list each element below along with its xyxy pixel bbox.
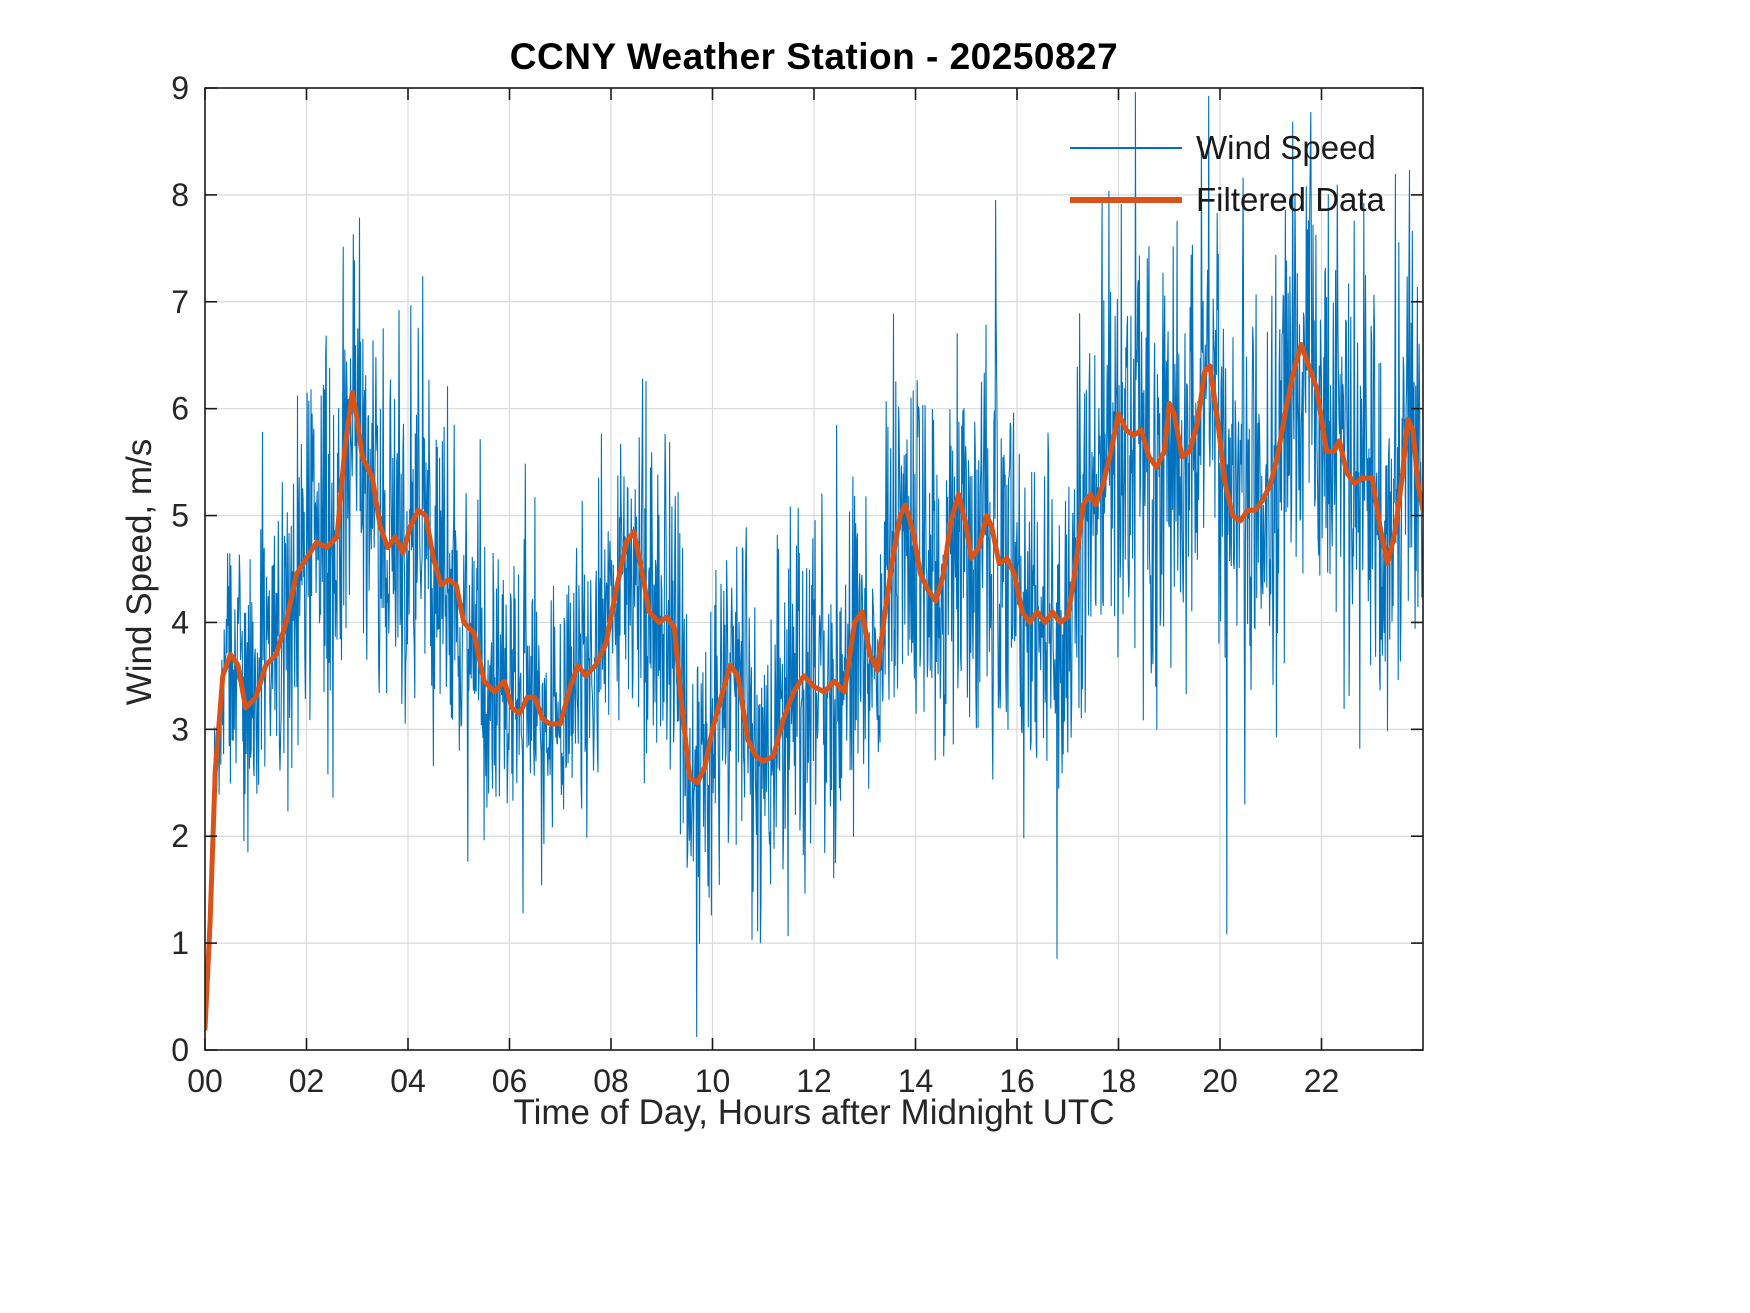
y-tick-label: 7 [171, 284, 189, 320]
legend: Wind Speed Filtered Data [1062, 122, 1393, 226]
x-tick-label: 10 [695, 1063, 731, 1099]
y-tick-label: 8 [171, 177, 189, 213]
x-tick-label: 18 [1101, 1063, 1137, 1099]
y-axis-label: Wind Speed, m/s [120, 438, 159, 706]
x-tick-label: 22 [1304, 1063, 1340, 1099]
y-tick-label: 9 [171, 70, 189, 106]
y-tick-label: 1 [171, 925, 189, 961]
y-tick-label: 6 [171, 391, 189, 427]
x-tick-label: 06 [492, 1063, 528, 1099]
legend-line-sample-filtered-data [1070, 197, 1182, 203]
x-tick-label: 00 [187, 1063, 223, 1099]
x-tick-label: 14 [898, 1063, 934, 1099]
x-tick-label: 16 [999, 1063, 1035, 1099]
chart-title: CCNY Weather Station - 20250827 [509, 36, 1119, 77]
x-axis-label: Time of Day, Hours after Midnight UTC [513, 1093, 1115, 1132]
legend-label-filtered-data: Filtered Data [1196, 181, 1385, 218]
y-tick-label: 2 [171, 818, 189, 854]
legend-label-wind-speed: Wind Speed [1196, 129, 1376, 166]
series-wind-speed [205, 92, 1423, 1038]
y-tick-label: 5 [171, 498, 189, 534]
y-tick-label: 3 [171, 711, 189, 747]
x-tick-label: 02 [289, 1063, 325, 1099]
x-tick-label: 20 [1202, 1063, 1238, 1099]
y-tick-label: 4 [171, 604, 189, 640]
series-filtered-data [205, 342, 1423, 1032]
y-tick-label: 0 [171, 1032, 189, 1068]
x-tick-label: 04 [390, 1063, 426, 1099]
legend-line-sample-wind-speed [1070, 147, 1182, 149]
legend-entry-wind-speed: Wind Speed [1070, 126, 1385, 170]
legend-entry-filtered-data: Filtered Data [1070, 178, 1385, 222]
x-tick-label: 08 [593, 1063, 629, 1099]
x-tick-label: 12 [796, 1063, 832, 1099]
